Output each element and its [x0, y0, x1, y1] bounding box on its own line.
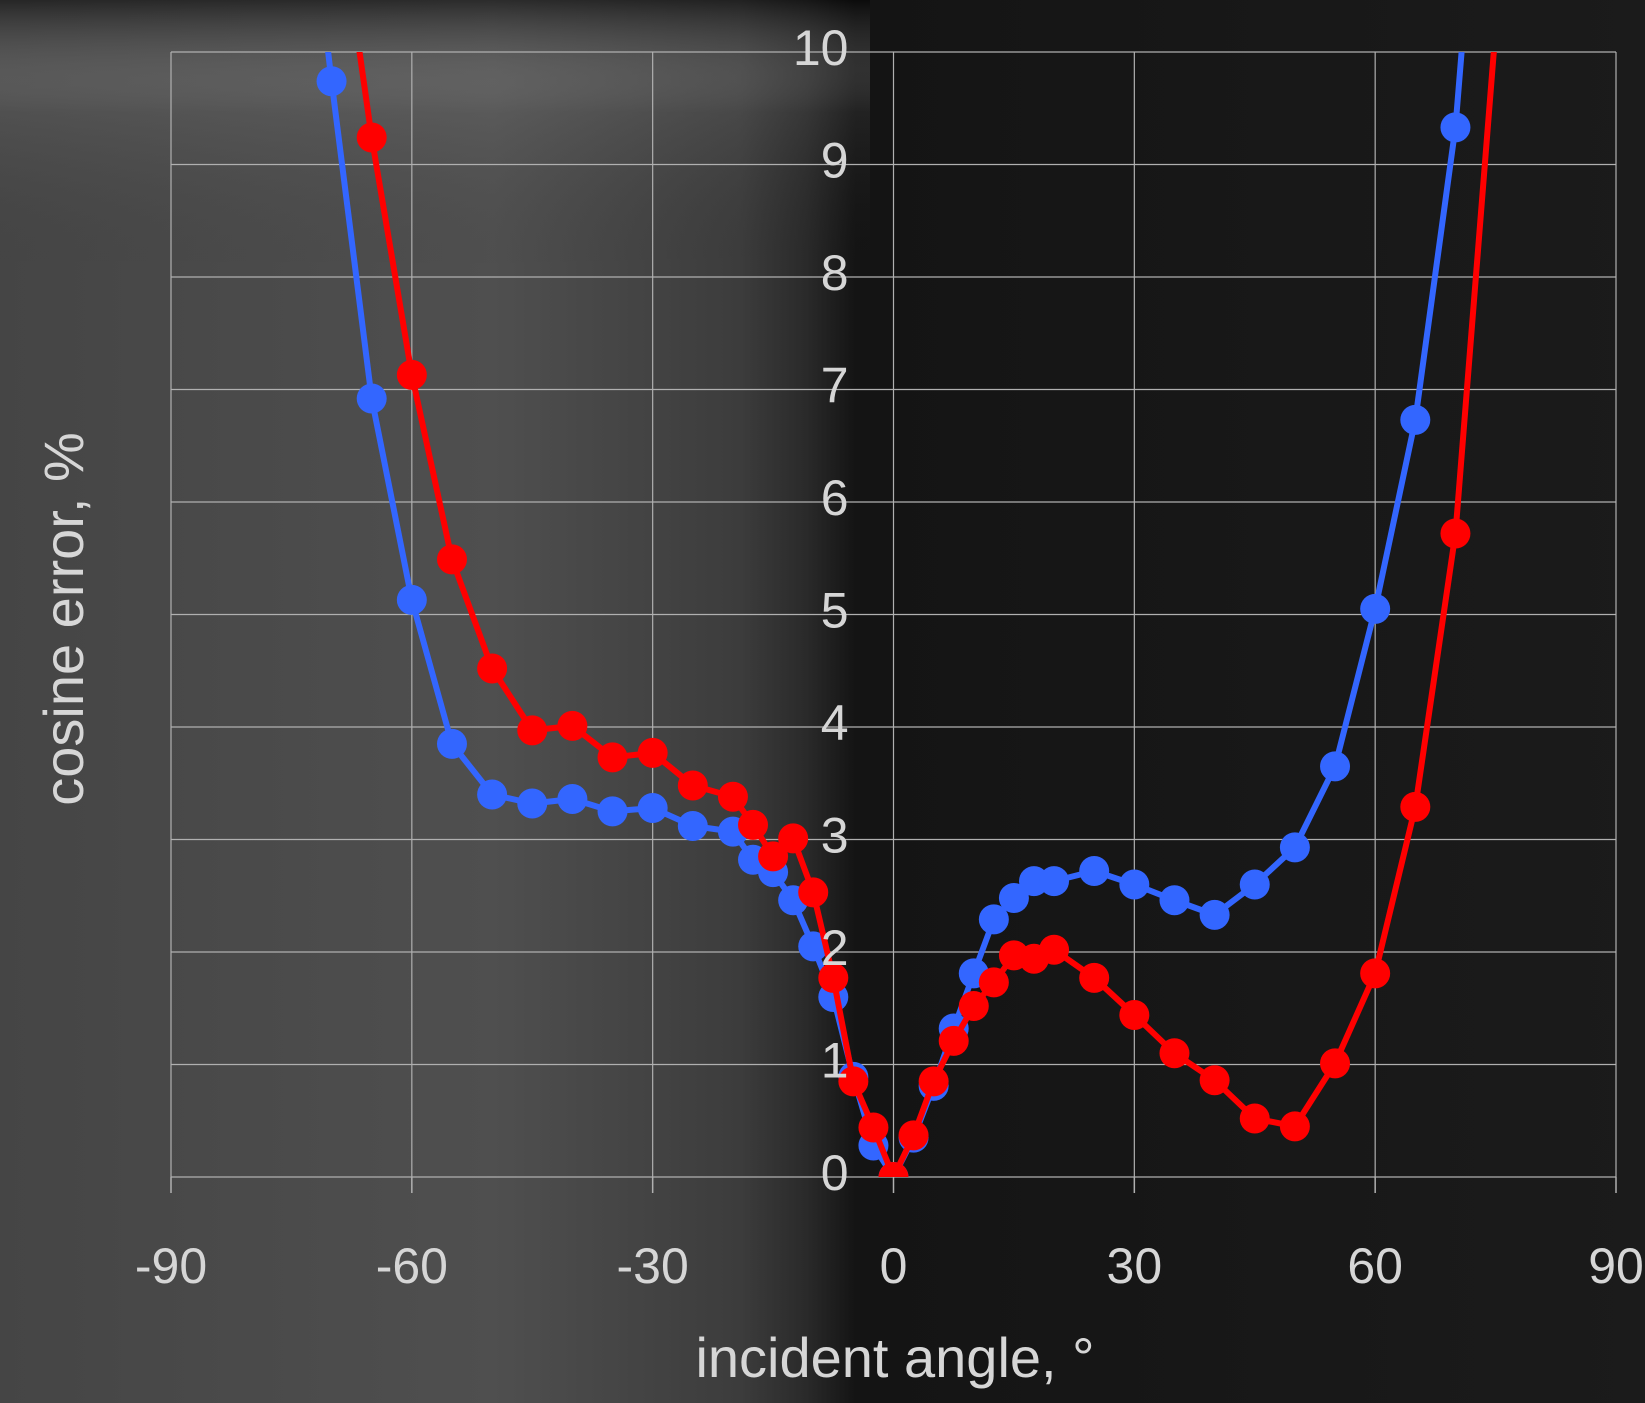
data-point	[898, 1120, 929, 1151]
y-tick-label: 3	[821, 808, 849, 864]
data-point	[798, 931, 829, 962]
data-point	[1320, 751, 1351, 782]
data-point	[597, 796, 628, 827]
data-point	[738, 809, 769, 840]
data-point	[356, 122, 387, 153]
y-tick-label: 6	[821, 470, 849, 526]
data-point	[517, 788, 548, 819]
data-point	[958, 991, 989, 1021]
data-point	[597, 742, 628, 773]
data-point	[978, 904, 1009, 935]
data-point	[1199, 1065, 1230, 1096]
y-tick-label: 5	[821, 583, 849, 639]
data-point	[1400, 404, 1431, 435]
data-point	[778, 823, 809, 854]
data-point	[477, 779, 508, 810]
x-tick-label: 90	[1588, 1238, 1644, 1294]
x-tick-label: -30	[617, 1238, 689, 1294]
data-point	[677, 770, 708, 801]
data-point	[1039, 934, 1070, 965]
data-point	[918, 1066, 949, 1097]
data-point	[637, 737, 668, 768]
data-point	[1360, 958, 1391, 989]
x-tick-label: -60	[376, 1238, 448, 1294]
data-point	[356, 383, 387, 414]
data-point	[978, 967, 1009, 998]
data-point	[1199, 899, 1230, 930]
data-point	[1079, 962, 1110, 993]
y-axis-title: cosine error, %	[32, 432, 95, 806]
y-tick-label: 1	[821, 1033, 849, 1089]
data-point	[1320, 1048, 1351, 1079]
y-tick-label: 8	[821, 245, 849, 301]
data-point	[838, 1066, 869, 1097]
data-point	[1360, 593, 1391, 624]
data-point	[1079, 856, 1110, 886]
data-point	[1119, 869, 1150, 900]
y-tick-label: 4	[821, 695, 849, 751]
data-point	[396, 584, 427, 615]
data-point	[938, 1025, 969, 1056]
data-point	[316, 66, 347, 97]
data-point	[517, 715, 548, 746]
x-tick-label: -90	[135, 1238, 207, 1294]
data-point	[798, 877, 829, 908]
data-point	[858, 1112, 889, 1143]
data-point	[637, 793, 668, 823]
x-tick-label: 60	[1347, 1238, 1403, 1294]
x-tick-label: 0	[880, 1238, 908, 1294]
data-point	[1279, 1111, 1310, 1142]
data-point	[557, 784, 588, 814]
data-point	[1159, 1038, 1190, 1069]
y-tick-label: 9	[821, 133, 849, 189]
y-tick-label: 0	[821, 1145, 849, 1201]
y-tick-label: 10	[793, 20, 849, 76]
y-tick-label: 2	[821, 920, 849, 976]
data-point	[998, 883, 1029, 913]
data-point	[1159, 885, 1190, 916]
data-point	[1440, 518, 1471, 549]
data-point	[878, 1162, 909, 1177]
data-point	[557, 710, 588, 741]
data-point	[1440, 112, 1471, 143]
data-point	[1239, 869, 1270, 900]
y-tick-label: 7	[821, 358, 849, 414]
data-point	[717, 781, 748, 812]
data-point	[758, 841, 789, 872]
x-tick-label: 30	[1107, 1238, 1163, 1294]
data-point	[818, 962, 849, 993]
data-point	[1400, 791, 1431, 822]
data-point	[677, 811, 708, 841]
data-point	[436, 728, 467, 759]
background-shade	[0, 0, 870, 1403]
data-point	[1039, 866, 1070, 897]
data-point	[1119, 1000, 1150, 1030]
x-axis-title: incident angle, °	[695, 1326, 1094, 1389]
data-point	[1239, 1103, 1270, 1134]
data-point	[1279, 832, 1310, 863]
data-point	[477, 653, 508, 684]
data-point	[436, 544, 467, 575]
data-point	[396, 359, 427, 390]
